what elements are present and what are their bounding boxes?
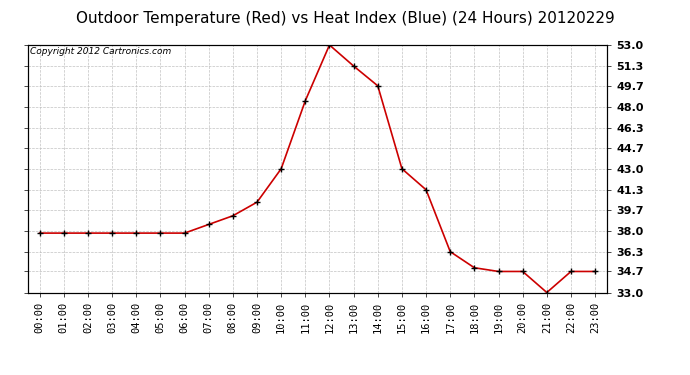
Text: Copyright 2012 Cartronics.com: Copyright 2012 Cartronics.com xyxy=(30,48,172,57)
Text: Outdoor Temperature (Red) vs Heat Index (Blue) (24 Hours) 20120229: Outdoor Temperature (Red) vs Heat Index … xyxy=(76,11,614,26)
